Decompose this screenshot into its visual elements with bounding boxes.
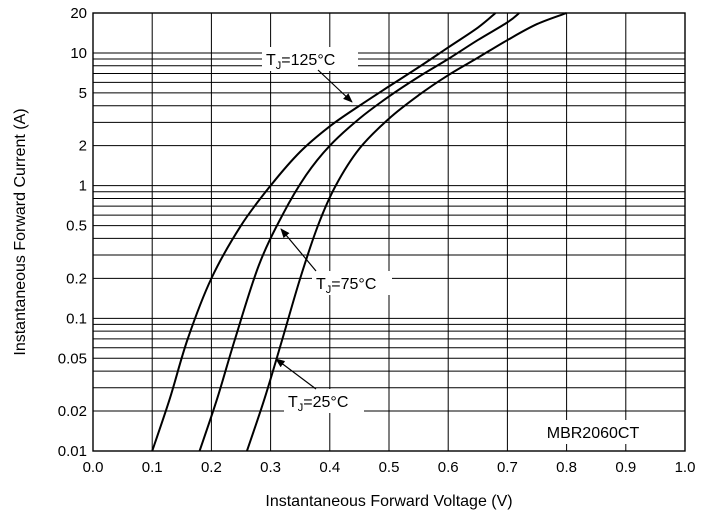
series-0-label-main: T [266, 52, 276, 69]
annotations: TJ=125°CTJ=75°CTJ=25°C [262, 47, 392, 414]
series-2-label: TJ=25°C [288, 394, 348, 414]
x-tick-label: 1.0 [675, 459, 696, 476]
y-tick-label: 20 [70, 5, 87, 22]
series-2-line [245, 12, 567, 452]
x-tick-label: 0.4 [319, 459, 340, 476]
series-0-leader-arrow [317, 69, 353, 103]
x-tick-label: 0.0 [83, 459, 104, 476]
part-number-label: MBR2060CT [547, 425, 640, 442]
y-tick-label: 1 [79, 178, 87, 195]
y-tick-label: 0.2 [66, 270, 87, 287]
x-tick-label: 0.9 [615, 459, 636, 476]
y-axis-title: Instantaneous Forward Current (A) [12, 108, 29, 355]
series-1-label-subscript: J [326, 284, 332, 296]
x-tick-label: 0.8 [556, 459, 577, 476]
series-0-label-background [262, 47, 358, 71]
x-tick-label: 0.3 [260, 459, 281, 476]
x-tick-label: 0.6 [438, 459, 459, 476]
y-tick-label: 0.1 [66, 310, 87, 327]
y-tick-label: 0.5 [66, 218, 87, 235]
grid [92, 12, 686, 452]
series-2-label-main: T [288, 394, 298, 411]
series-0-label: TJ=125°C [266, 52, 335, 72]
series-1-label-main: T [316, 276, 326, 293]
series-2-label-subscript: J [298, 402, 304, 414]
series-2-leader-arrow [275, 358, 317, 390]
x-tick-label: 0.7 [497, 459, 518, 476]
series-group [151, 12, 567, 452]
x-tick-label: 0.2 [201, 459, 222, 476]
series-1-label-rest: =75°C [331, 276, 376, 293]
part-number-background [530, 420, 656, 444]
series-0-label-rest: =125°C [281, 52, 335, 69]
y-tick-label: 0.02 [58, 403, 87, 420]
series-2-label-rest: =25°C [303, 394, 348, 411]
y-tick-label: 0.05 [58, 350, 87, 367]
x-tick-label: 0.5 [379, 459, 400, 476]
y-tick-label: 0.01 [58, 443, 87, 460]
y-tick-label: 5 [79, 85, 87, 102]
y-tick-label: 10 [70, 45, 87, 62]
series-1-leader-arrow [280, 228, 317, 272]
series-1-line [198, 12, 520, 452]
series-2-label-background [284, 389, 364, 413]
x-axis-title: Instantaneous Forward Voltage (V) [265, 493, 512, 510]
x-tick-label: 0.1 [142, 459, 163, 476]
series-1-label: TJ=75°C [316, 276, 376, 296]
y-tick-label: 2 [79, 138, 87, 155]
series-1-label-background [312, 271, 392, 295]
tick-labels: 0.0 0.1 0.2 0.3 0.4 0.5 0.6 0.7 0.8 0.9 1.0 0.01 0.0… [58, 5, 696, 476]
series-0-line [151, 12, 497, 452]
series-0-label-subscript: J [276, 60, 282, 72]
plot-frame [92, 12, 686, 452]
